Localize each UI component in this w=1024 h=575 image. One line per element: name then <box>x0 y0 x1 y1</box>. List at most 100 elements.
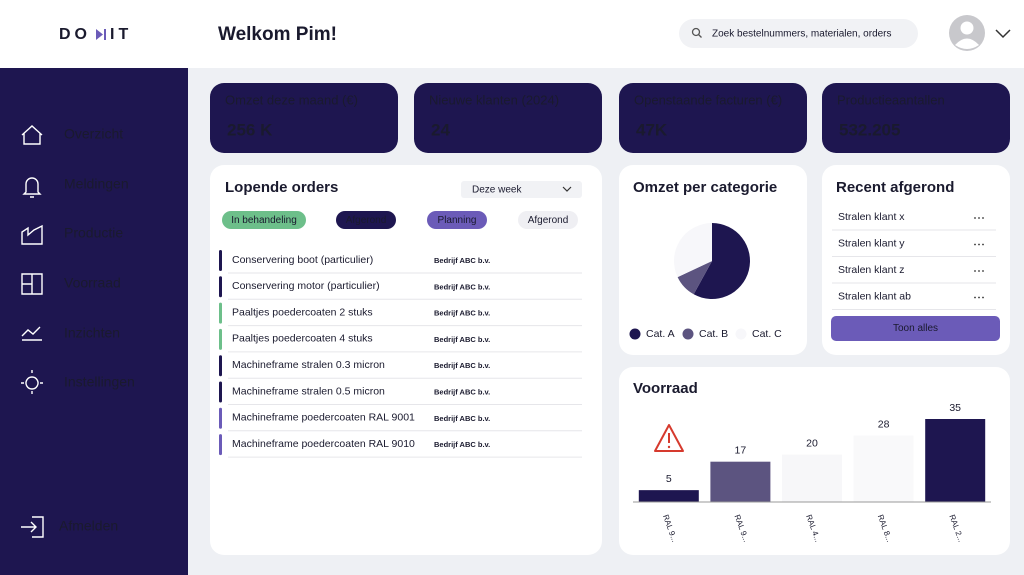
recent-item[interactable]: Stralen klant y <box>838 237 905 249</box>
dropdown-chevron[interactable] <box>995 29 1011 39</box>
more-icon <box>978 217 980 219</box>
status-indicator <box>219 276 222 298</box>
chart-title: Omzet per categorie <box>633 179 777 196</box>
bar <box>638 490 699 502</box>
order-name[interactable]: Paaltjes poedercoaten 4 stuks <box>232 333 373 345</box>
search-box[interactable] <box>679 19 918 48</box>
show-all-button[interactable] <box>831 316 1000 341</box>
kpi-card <box>822 83 1010 153</box>
status-indicator <box>219 250 222 271</box>
filter-chip-label: In behandeling <box>231 215 297 226</box>
more-icon <box>982 296 984 299</box>
status-indicator <box>219 381 222 403</box>
status-indicator <box>219 434 222 456</box>
order-name[interactable]: Conservering boot (particulier) <box>232 254 373 266</box>
filter-chip[interactable] <box>427 211 487 229</box>
bar-value-label: 20 <box>806 437 818 449</box>
status-indicator <box>219 407 222 429</box>
more-icon <box>978 270 980 272</box>
logout-icon <box>21 516 44 538</box>
order-name[interactable]: Paaltjes poedercoaten 2 stuks <box>232 306 373 318</box>
kpi-label: Productieaantallen <box>837 92 945 107</box>
order-name[interactable]: Machineframe stralen 0.3 micron <box>232 359 385 371</box>
search-icon <box>691 27 701 37</box>
pie-slice <box>693 223 750 299</box>
status-indicator <box>219 355 222 377</box>
order-name[interactable]: Machineframe stralen 0.5 micron <box>232 385 385 397</box>
recent-item[interactable]: Stralen klant z <box>838 264 905 276</box>
nav-item[interactable]: Voorraad <box>64 275 121 291</box>
kpi-value: 24 <box>431 120 450 139</box>
sidebar <box>0 68 188 575</box>
bar <box>925 419 986 502</box>
order-company: Bedrijf ABC b.v. <box>434 361 490 370</box>
card <box>822 165 1010 355</box>
greeting: Welkom Pim! <box>218 24 337 45</box>
logo-text: IT <box>110 26 132 43</box>
kpi-value: 256 K <box>227 120 273 139</box>
recent-item[interactable]: Stralen klant ab <box>838 290 911 302</box>
kpi-card <box>619 83 807 153</box>
order-company: Bedrijf ABC b.v. <box>434 309 490 318</box>
nav-item[interactable]: Instellingen <box>64 374 135 390</box>
bar <box>710 461 771 502</box>
bar <box>853 435 914 502</box>
bar-value-label: 35 <box>949 402 961 414</box>
nav-icon <box>22 177 42 198</box>
more-icon <box>978 243 980 246</box>
more-icon <box>974 296 976 299</box>
logo-icon <box>96 29 103 40</box>
nav-item[interactable]: Productie <box>64 225 123 241</box>
more-icon <box>982 243 984 246</box>
search-placeholder: Zoek bestelnummers, materialen, orders <box>712 29 892 40</box>
order-name[interactable]: Machineframe poedercoaten RAL 9010 <box>232 438 415 450</box>
order-name[interactable]: Conservering motor (particulier) <box>232 280 380 292</box>
search-icon <box>698 34 702 38</box>
pie-slice <box>677 261 712 295</box>
filter-chip-label: Planning <box>438 215 477 226</box>
order-company: Bedrijf ABC b.v. <box>434 440 490 449</box>
warning-icon <box>667 445 671 449</box>
nav-icon <box>21 125 43 145</box>
status-indicator <box>219 328 222 350</box>
show-all-label: Toon alles <box>893 323 938 334</box>
avatar <box>955 38 979 49</box>
logout[interactable]: Afmelden <box>59 518 118 534</box>
legend-label: Cat. C <box>752 328 782 340</box>
legend-label: Cat. B <box>699 328 728 340</box>
kpi-label: Nieuwe klanten (2024) <box>429 92 559 107</box>
period-select-text: Deze week <box>472 185 522 196</box>
bar-value-label: 17 <box>735 444 747 456</box>
kpi-card <box>414 83 602 153</box>
filter-chip[interactable] <box>336 211 396 229</box>
legend-swatch <box>629 328 641 340</box>
nav-item[interactable]: Overzicht <box>64 126 123 142</box>
filter-chip[interactable] <box>518 211 578 229</box>
pie-slice <box>673 223 712 278</box>
more-icon <box>982 270 984 272</box>
filter-chip-label: Afgerond <box>528 215 569 226</box>
order-company: Bedrijf ABC b.v. <box>434 335 490 344</box>
nav-item[interactable]: Inzichten <box>64 325 120 341</box>
warning-icon <box>654 424 684 452</box>
more-icon <box>978 296 980 299</box>
more-icon <box>974 270 976 272</box>
filter-chip[interactable] <box>222 211 306 229</box>
kpi-value: 532.205 <box>839 120 900 139</box>
legend-swatch <box>682 328 694 340</box>
card-title: Recent afgerond <box>836 179 954 196</box>
kpi-card <box>210 83 398 153</box>
recent-item[interactable]: Stralen klant x <box>838 211 905 223</box>
order-name[interactable]: Machineframe poedercoaten RAL 9001 <box>232 412 415 424</box>
nav-icon <box>21 326 42 341</box>
order-company: Bedrijf ABC b.v. <box>434 282 490 291</box>
order-company: Bedrijf ABC b.v. <box>434 387 490 396</box>
period-select[interactable] <box>461 181 582 198</box>
nav-item[interactable]: Meldingen <box>64 176 129 192</box>
kpi-label: Openstaande facturen (€) <box>634 92 782 107</box>
filter-chip-label: Afgerond <box>346 215 387 226</box>
more-icon <box>974 217 976 219</box>
legend-swatch <box>735 328 747 340</box>
legend-label: Cat. A <box>646 328 675 340</box>
